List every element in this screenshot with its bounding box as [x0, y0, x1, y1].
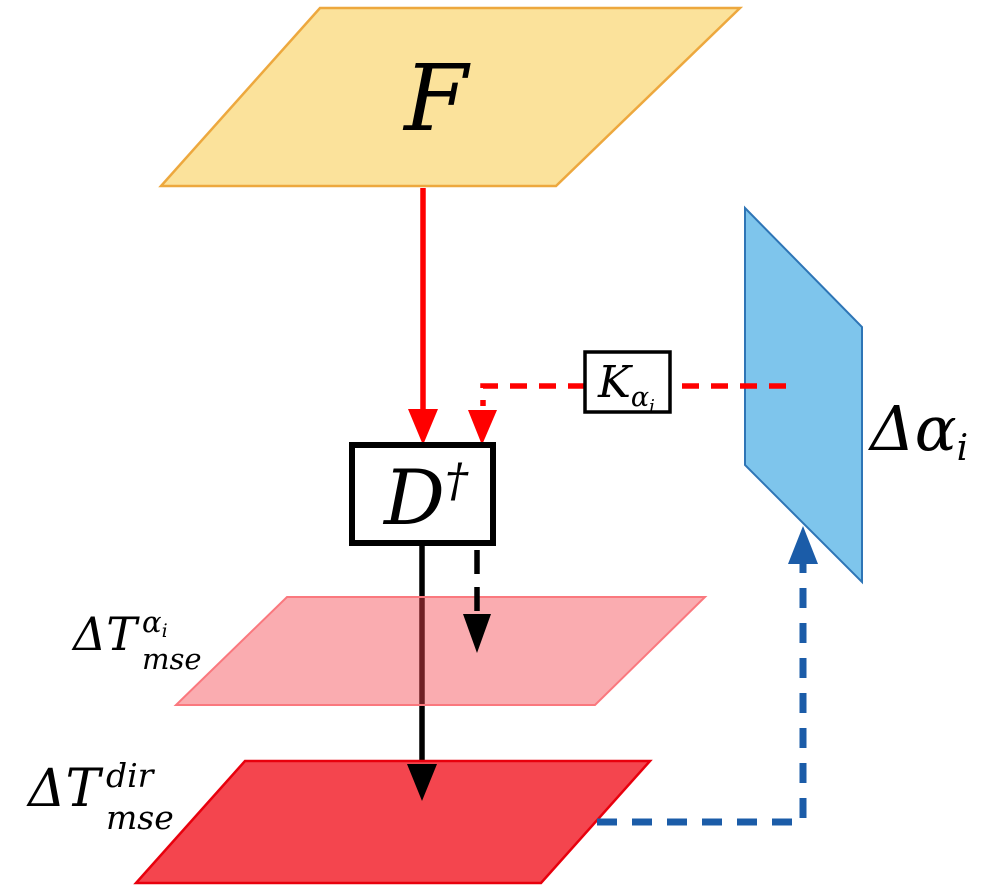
red-dashed-arrowhead — [468, 410, 497, 445]
t-alpha-label-sub: mse — [142, 642, 202, 676]
black-solid-arrowhead — [407, 764, 437, 801]
black-dashed-arrowhead — [463, 614, 491, 653]
feature-plane-label: F — [402, 45, 471, 152]
kernel-label-main: K — [597, 357, 633, 408]
alpha-plane — [744, 205, 863, 585]
kernel-label-sub: α — [631, 382, 649, 413]
blue-dashed-arrowhead — [788, 526, 818, 564]
alpha-plane-label: Δαi — [868, 392, 968, 469]
t-dir-plane — [133, 759, 653, 885]
red-dashed-line-left — [480, 383, 585, 406]
feature-plane — [158, 6, 744, 188]
t-dir-label-sub: mse — [106, 798, 174, 837]
t-alpha-label-main: ΔT — [71, 607, 140, 661]
t-dir-label-main: ΔT — [26, 759, 104, 819]
t-alpha-label-sup: αi — [142, 605, 168, 642]
t-alpha-plane-label: ΔT αi mse — [71, 605, 202, 676]
kernel-label-subsub: i — [649, 396, 655, 417]
alpha-plane-label-main: Δα — [868, 392, 957, 465]
t-alpha-label-sup-i: i — [162, 620, 168, 642]
t-alpha-plane — [173, 596, 708, 706]
decoder-label-sup: † — [445, 453, 469, 507]
t-dir-label-sup: dir — [106, 756, 156, 795]
t-alpha-label-sup-alpha: α — [142, 605, 162, 639]
decoder-box-label: D† — [382, 453, 469, 542]
red-solid-arrowhead — [408, 409, 438, 445]
kernel-box-label: Kαi — [597, 357, 655, 417]
t-dir-plane-label: ΔT dir mse — [26, 756, 174, 837]
decoder-label-main: D — [382, 453, 445, 542]
kernel-box — [583, 350, 672, 414]
alpha-plane-label-sub: i — [957, 428, 969, 469]
